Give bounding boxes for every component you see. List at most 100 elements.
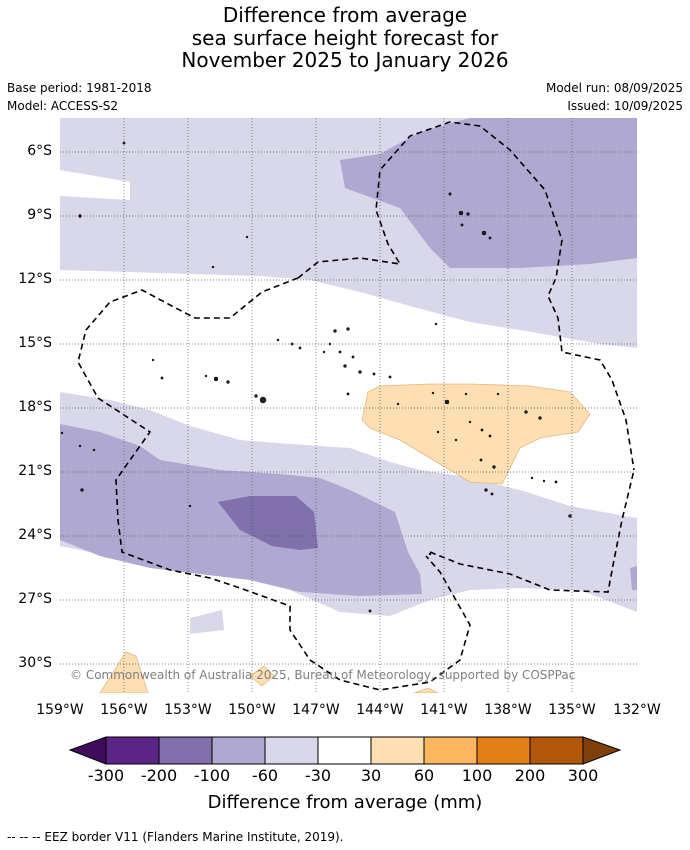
island: [492, 465, 496, 469]
island: [488, 434, 492, 438]
island: [479, 458, 483, 462]
colorbar-swatch: [476, 736, 531, 765]
colorbar-tick: 300: [567, 766, 599, 785]
title-line-1: Difference from average: [222, 3, 468, 27]
colorbar-tick: 200: [514, 766, 546, 785]
island: [434, 322, 438, 326]
lon-label: 156°W: [100, 702, 148, 718]
island: [254, 394, 258, 398]
island: [431, 391, 435, 395]
island: [496, 392, 500, 396]
island: [343, 364, 347, 368]
eez-legend-footer: -- -- -- EEZ border V11 (Flanders Marine…: [7, 830, 344, 844]
anomaly-region-notch: [60, 170, 130, 200]
anomaly-region-plus30-mid: [249, 665, 275, 687]
colorbar-swatch: [158, 736, 213, 765]
island: [464, 392, 468, 396]
islands: [60, 141, 572, 613]
island: [490, 492, 494, 496]
anomaly-region-plus30-sw: [99, 651, 149, 693]
island: [346, 392, 350, 396]
lat-label: 6°S: [27, 143, 52, 159]
colorbar-swatch: [529, 736, 584, 765]
island: [458, 210, 464, 216]
anomaly-region-edge-minus60: [630, 566, 637, 590]
base-period: Base period: 1981-2018: [7, 81, 152, 95]
island: [151, 358, 155, 362]
chart-title: Difference from average sea surface heig…: [0, 4, 690, 72]
island: [396, 402, 400, 406]
colorbar-swatch: [105, 736, 160, 765]
island: [188, 504, 192, 508]
island: [466, 212, 470, 216]
colorbar-swatch: [370, 736, 425, 765]
lat-label: 15°S: [18, 335, 52, 351]
lon-label: 135°W: [548, 702, 596, 718]
anomaly-region-core-minus100: [218, 496, 318, 550]
island: [481, 230, 487, 236]
island: [436, 430, 440, 434]
lat-label: 24°S: [18, 527, 52, 543]
gridlines: [60, 118, 637, 693]
island: [444, 399, 450, 405]
meta-right: Model run: 08/09/2025 Issued: 10/09/2025: [546, 79, 683, 115]
colorbar-tick: -30: [304, 766, 332, 785]
island: [338, 350, 342, 354]
island: [488, 236, 492, 240]
island: [276, 338, 280, 342]
island: [226, 380, 230, 384]
colorbar-tick: -100: [193, 766, 231, 785]
island: [204, 374, 208, 378]
copyright-notice: © Commonwealth of Australia 2025, Bureau…: [70, 668, 576, 682]
map-layer: [60, 118, 637, 693]
eez-border-west: [77, 277, 471, 691]
lon-label: 141°W: [420, 702, 468, 718]
island: [78, 444, 82, 448]
colorbar-swatch: [317, 736, 372, 765]
island: [346, 327, 350, 331]
title-line-2: sea surface height forecast for: [191, 25, 499, 50]
island: [358, 370, 362, 374]
colorbar-tick: -300: [87, 766, 125, 785]
island: [80, 488, 84, 492]
lat-label: 27°S: [18, 591, 52, 607]
anomaly-region-plus30-south: [413, 687, 439, 693]
lon-label: 153°W: [164, 702, 212, 718]
island: [388, 375, 392, 379]
issued-date: Issued: 10/09/2025: [567, 99, 683, 113]
island: [259, 396, 267, 404]
colorbar-swatch: [211, 736, 266, 765]
model-run: Model run: 08/09/2025: [545, 81, 683, 95]
lat-label: 21°S: [18, 463, 52, 479]
colorbar-swatch: [423, 736, 478, 765]
island: [160, 376, 164, 380]
island: [542, 479, 546, 483]
island: [484, 488, 488, 492]
island: [60, 431, 64, 435]
lon-label: 159°W: [36, 702, 84, 718]
island: [333, 329, 337, 333]
island: [211, 265, 215, 269]
lat-label: 12°S: [18, 271, 52, 287]
island: [554, 480, 558, 484]
meta-left: Base period: 1981-2018 Model: ACCESS-S2: [7, 79, 152, 115]
island: [372, 372, 376, 376]
island: [245, 235, 249, 239]
eez-border-south: [429, 469, 635, 593]
anomaly-region-top-minus60: [340, 118, 637, 268]
island: [428, 552, 432, 556]
colorbar-tick: 100: [461, 766, 493, 785]
lat-label: 18°S: [18, 399, 52, 415]
island: [454, 438, 458, 442]
eez-boundaries: [77, 121, 635, 691]
anomaly-region-small-minus30: [190, 610, 224, 634]
colorbar-tick: -60: [251, 766, 279, 785]
lat-label: 9°S: [27, 207, 52, 223]
lon-label: 138°W: [484, 702, 532, 718]
island: [480, 428, 484, 432]
island: [213, 376, 219, 382]
island: [92, 448, 96, 452]
colorbar-tick: 30: [360, 766, 382, 785]
island: [351, 355, 355, 359]
